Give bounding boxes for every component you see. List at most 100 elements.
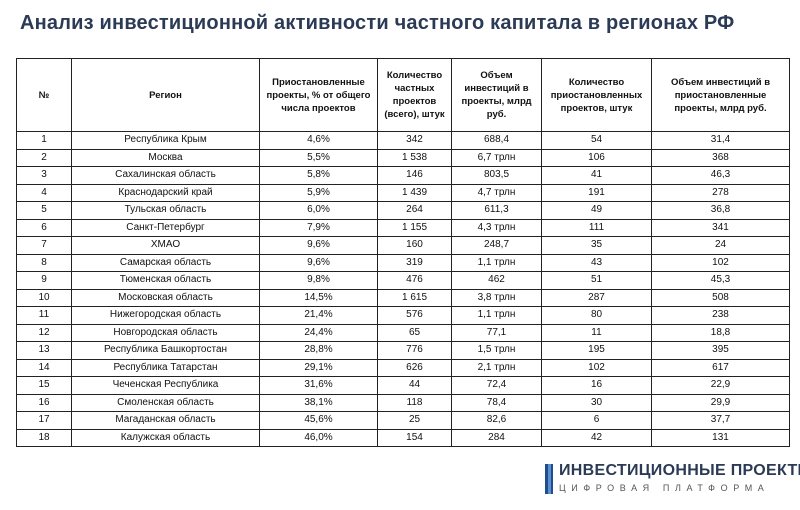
cell-number: 11 [16, 306, 72, 325]
table-row: 3 Сахалинская область 5,8% 146 803,5 41 46,3 [16, 166, 790, 185]
table-row: 5 Тульская область 6,0% 264 611,3 49 36,8 [16, 201, 790, 220]
cell-investment-volume: 1,5 трлн [451, 341, 542, 360]
cell-number: 17 [16, 411, 72, 430]
table-row: 4 Краснодарский край 5,9% 1 439 4,7 трлн 191 2… [16, 183, 790, 202]
cell-suspended-count: 16 [541, 376, 652, 395]
regions-table: № Регион Приостановленные проекты, % от … [16, 58, 790, 447]
cell-suspended-count: 51 [541, 271, 652, 290]
table-row: 8 Самарская область 9,6% 319 1,1 трлн 43 102 [16, 253, 790, 272]
cell-suspended-count: 11 [541, 323, 652, 342]
cell-region: Магаданская область [71, 411, 260, 430]
cell-investment-volume: 3,8 трлн [451, 288, 542, 307]
cell-suspended-count: 102 [541, 358, 652, 377]
cell-suspended-percent: 46,0% [259, 428, 378, 447]
cell-suspended-investment: 36,8 [651, 201, 790, 220]
cell-total-projects: 342 [377, 131, 452, 150]
cell-region: Республика Татарстан [71, 358, 260, 377]
cell-suspended-percent: 4,6% [259, 131, 378, 150]
cell-suspended-percent: 31,6% [259, 376, 378, 395]
cell-number: 3 [16, 166, 72, 185]
col-header-suspended-count: Количество приостановленных проектов, шт… [541, 58, 652, 132]
cell-total-projects: 154 [377, 428, 452, 447]
cell-suspended-count: 42 [541, 428, 652, 447]
logo-main-text: ИНВЕСТИЦИОННЫЕ ПРОЕКТЫ [559, 462, 800, 479]
table-row: 2 Москва 5,5% 1 538 6,7 трлн 106 368 [16, 148, 790, 167]
cell-suspended-count: 54 [541, 131, 652, 150]
cell-region: Краснодарский край [71, 183, 260, 202]
cell-suspended-percent: 28,8% [259, 341, 378, 360]
cell-region: Санкт-Петербург [71, 218, 260, 237]
cell-total-projects: 476 [377, 271, 452, 290]
cell-investment-volume: 78,4 [451, 393, 542, 412]
cell-investment-volume: 1,1 трлн [451, 306, 542, 325]
cell-region: Калужская область [71, 428, 260, 447]
cell-number: 7 [16, 236, 72, 255]
cell-region: Республика Крым [71, 131, 260, 150]
cell-total-projects: 65 [377, 323, 452, 342]
table-row: 17 Магаданская область 45,6% 25 82,6 6 37,7 [16, 411, 790, 430]
table-row: 18 Калужская область 46,0% 154 284 42 131 [16, 428, 790, 447]
col-header-region: Регион [71, 58, 260, 132]
cell-suspended-percent: 7,9% [259, 218, 378, 237]
cell-region: Чеченская Республика [71, 376, 260, 395]
cell-suspended-percent: 5,9% [259, 183, 378, 202]
cell-investment-volume: 611,3 [451, 201, 542, 220]
cell-total-projects: 25 [377, 411, 452, 430]
cell-region: Сахалинская область [71, 166, 260, 185]
cell-region: Московская область [71, 288, 260, 307]
cell-investment-volume: 4,7 трлн [451, 183, 542, 202]
cell-investment-volume: 6,7 трлн [451, 148, 542, 167]
cell-investment-volume: 803,5 [451, 166, 542, 185]
cell-total-projects: 1 155 [377, 218, 452, 237]
cell-suspended-count: 191 [541, 183, 652, 202]
cell-investment-volume: 688,4 [451, 131, 542, 150]
cell-suspended-count: 195 [541, 341, 652, 360]
table-body: 1 Республика Крым 4,6% 342 688,4 54 31,4 2 Москв… [16, 131, 790, 447]
cell-total-projects: 264 [377, 201, 452, 220]
cell-number: 8 [16, 253, 72, 272]
cell-suspended-percent: 6,0% [259, 201, 378, 220]
cell-suspended-investment: 341 [651, 218, 790, 237]
cell-suspended-count: 43 [541, 253, 652, 272]
cell-suspended-percent: 9,6% [259, 236, 378, 255]
cell-total-projects: 576 [377, 306, 452, 325]
table-row: 16 Смоленская область 38,1% 118 78,4 30 29,9 [16, 393, 790, 412]
cell-investment-volume: 462 [451, 271, 542, 290]
cell-region: Самарская область [71, 253, 260, 272]
cell-suspended-investment: 395 [651, 341, 790, 360]
cell-suspended-count: 35 [541, 236, 652, 255]
table-row: 10 Московская область 14,5% 1 615 3,8 трлн 28… [16, 288, 790, 307]
cell-region: Смоленская область [71, 393, 260, 412]
cell-total-projects: 160 [377, 236, 452, 255]
cell-investment-volume: 77,1 [451, 323, 542, 342]
cell-number: 1 [16, 131, 72, 150]
table-header-row: № Регион Приостановленные проекты, % от … [16, 58, 790, 132]
logo-sub-text: ЦИФРОВАЯ ПЛАТФОРМА [559, 483, 770, 493]
cell-region: Москва [71, 148, 260, 167]
cell-total-projects: 44 [377, 376, 452, 395]
cell-suspended-count: 287 [541, 288, 652, 307]
table-row: 15 Чеченская Республика 31,6% 44 72,4 16 22,9 [16, 376, 790, 395]
table-row: 14 Республика Татарстан 29,1% 626 2,1 трлн 10… [16, 358, 790, 377]
cell-suspended-percent: 14,5% [259, 288, 378, 307]
cell-investment-volume: 82,6 [451, 411, 542, 430]
col-header-investment-volume: Объем инвестиций в проекты, млрд руб. [451, 58, 542, 132]
cell-investment-volume: 2,1 трлн [451, 358, 542, 377]
cell-suspended-investment: 37,7 [651, 411, 790, 430]
cell-suspended-investment: 18,8 [651, 323, 790, 342]
cell-total-projects: 319 [377, 253, 452, 272]
cell-suspended-investment: 46,3 [651, 166, 790, 185]
cell-number: 9 [16, 271, 72, 290]
cell-number: 18 [16, 428, 72, 447]
cell-suspended-count: 49 [541, 201, 652, 220]
cell-investment-volume: 4,3 трлн [451, 218, 542, 237]
table-row: 11 Нижегородская область 21,4% 576 1,1 трлн 8… [16, 306, 790, 325]
cell-suspended-investment: 31,4 [651, 131, 790, 150]
col-header-total-projects: Количество частных проектов (всего), шту… [377, 58, 452, 132]
table-row: 9 Тюменская область 9,8% 476 462 51 45,3 [16, 271, 790, 290]
cell-suspended-investment: 131 [651, 428, 790, 447]
cell-suspended-count: 106 [541, 148, 652, 167]
brand-logo: ИНВЕСТИЦИОННЫЕ ПРОЕКТЫ ЦИФРОВАЯ ПЛАТФОРМ… [545, 462, 800, 498]
cell-suspended-percent: 24,4% [259, 323, 378, 342]
col-header-number: № [16, 58, 72, 132]
